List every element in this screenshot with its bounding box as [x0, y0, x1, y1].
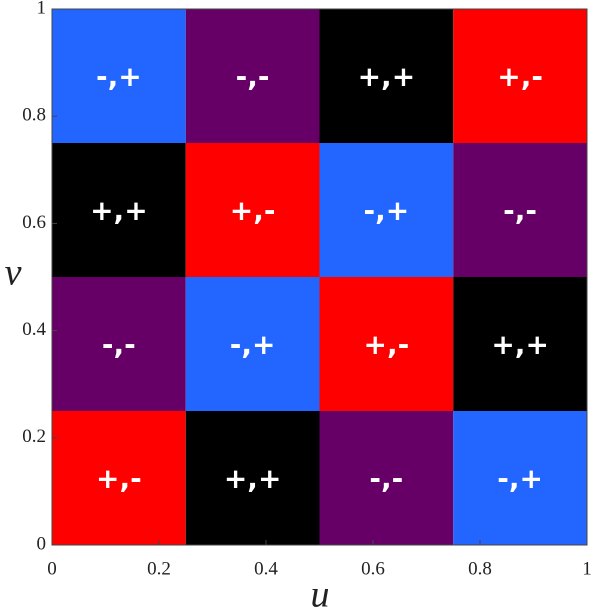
- cell: [319, 143, 454, 277]
- cell: [453, 143, 587, 277]
- cell-label: -,-: [369, 462, 403, 495]
- y-tick-label: 0.6: [22, 212, 46, 233]
- y-tick-label: 0.2: [22, 426, 46, 447]
- cell-label: -,+: [497, 462, 543, 495]
- cell: [185, 143, 320, 277]
- cell: [52, 9, 186, 143]
- x-tick-label: 1: [582, 558, 592, 579]
- y-tick-label: 0.4: [22, 319, 46, 340]
- cell: [185, 411, 320, 545]
- cell: [52, 411, 186, 545]
- cell: [453, 9, 587, 143]
- cell: [453, 411, 587, 545]
- cell-label: +,-: [96, 462, 142, 495]
- y-tick-label: 1: [37, 0, 47, 18]
- cell-label: +,-: [497, 60, 543, 93]
- cell-label: -,-: [503, 194, 537, 227]
- cell-label: +,+: [90, 194, 148, 227]
- x-tick-label: 0: [47, 558, 57, 579]
- y-tick-label: 0: [37, 533, 47, 554]
- cell: [319, 411, 454, 545]
- cell-label: +,-: [230, 194, 276, 227]
- cell: [319, 9, 454, 143]
- cell-label: +,+: [224, 462, 282, 495]
- cell: [185, 9, 320, 143]
- cell: [319, 277, 454, 411]
- x-tick-label: 0.4: [254, 558, 278, 579]
- cell-label: -,-: [102, 328, 136, 361]
- x-tick-label: 0.2: [147, 558, 171, 579]
- cell-label: +,+: [491, 328, 549, 361]
- cell: [52, 277, 186, 411]
- cell-label: -,+: [364, 194, 410, 227]
- cell-label: +,+: [358, 60, 416, 93]
- cell-label: -,+: [230, 328, 276, 361]
- cell-label: -,-: [236, 60, 270, 93]
- y-tick-label: 0.8: [22, 105, 46, 126]
- plot-frame: [51, 8, 588, 546]
- cell: [185, 277, 320, 411]
- cell: [52, 143, 186, 277]
- x-tick-label: 0.8: [468, 558, 492, 579]
- cell-label: -,+: [96, 60, 142, 93]
- y-axis-label: v: [5, 252, 22, 294]
- cell-label: +,-: [364, 328, 410, 361]
- x-axis-label: u: [311, 574, 330, 616]
- cell: [453, 277, 587, 411]
- x-tick-label: 0.6: [361, 558, 385, 579]
